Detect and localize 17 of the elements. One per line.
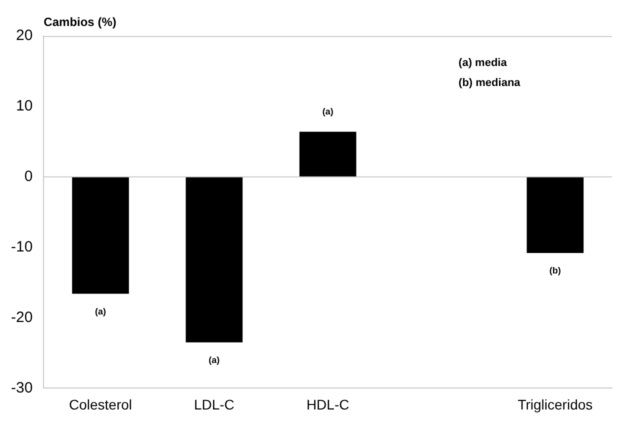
x-tick-label: Trigliceridos [518, 396, 593, 412]
y-axis-title: Cambios (%) [44, 15, 116, 29]
y-tick-label: 10 [16, 98, 33, 115]
y-tick-label: -30 [10, 379, 33, 396]
x-tick-label: LDL-C [194, 396, 234, 412]
annotation: (a) [208, 354, 220, 365]
annotation: (a) [95, 306, 106, 316]
annotation: (b) [549, 265, 561, 276]
annotation: (b) mediana [458, 77, 522, 89]
y-tick-label: -20 [10, 308, 33, 326]
x-tick-label: Colesterol [68, 396, 132, 412]
annotation: (a) media [458, 57, 508, 69]
annotation: (a) [322, 106, 334, 116]
y-tick-label: 0 [24, 168, 33, 186]
y-tick-label: 20 [16, 27, 33, 44]
y-tick-label: -10 [10, 238, 33, 256]
x-tick-label: HDL-C [306, 396, 350, 412]
